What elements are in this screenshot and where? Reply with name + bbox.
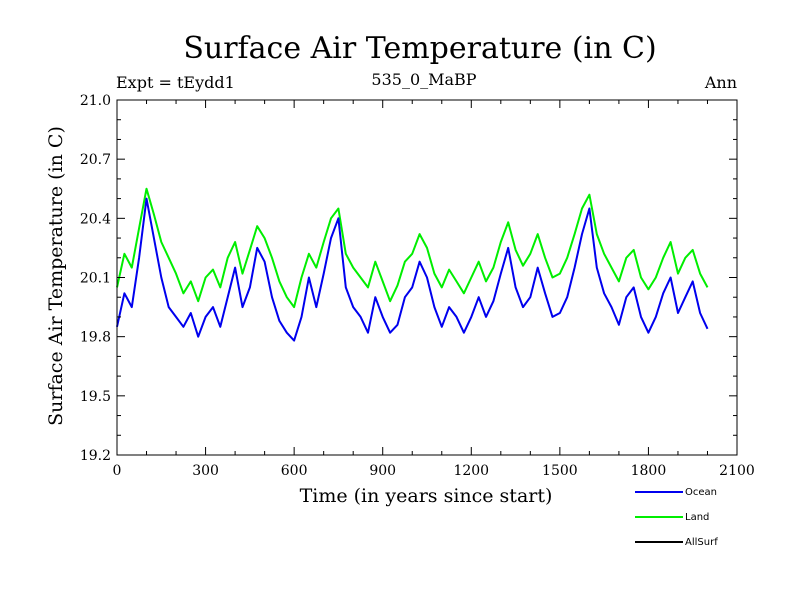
- experiment-label: Expt = tEydd1: [116, 73, 235, 92]
- y-tick-label: 19.8: [80, 330, 111, 346]
- x-tick-label: 1800: [631, 463, 667, 479]
- y-tick-label: 19.2: [80, 448, 111, 464]
- y-tick-label: 19.5: [80, 389, 111, 405]
- chart-title: Surface Air Temperature (in C): [183, 31, 656, 66]
- x-tick-label: 0: [113, 463, 122, 479]
- legend-label-land: Land: [685, 512, 709, 523]
- x-tick-label: 300: [192, 463, 219, 479]
- x-axis-label: Time (in years since start): [300, 485, 553, 507]
- x-tick-label: 1500: [542, 463, 578, 479]
- legend-label-allsurf: AllSurf: [685, 537, 718, 548]
- y-tick-label: 20.1: [80, 271, 111, 287]
- period-label: 535_0_MaBP: [371, 70, 476, 89]
- y-axis-label: Surface Air Temperature (in C): [45, 126, 67, 426]
- y-tick-label: 20.7: [80, 152, 111, 168]
- axes: 0 300 600 900 1200 1500 1800 2100 19.2 19.5 19.8 20…: [80, 93, 755, 479]
- x-tick-label: 1200: [453, 463, 489, 479]
- x-tick-label: 900: [369, 463, 396, 479]
- legend: Ocean Land AllSurf: [635, 487, 718, 548]
- legend-label-ocean: Ocean: [685, 487, 717, 498]
- series-line-land: [116, 187, 709, 309]
- y-tick-label: 20.4: [80, 211, 111, 227]
- y-tick-label: 21.0: [80, 93, 111, 109]
- data-lines: [116, 187, 709, 342]
- season-label: Ann: [704, 73, 737, 92]
- x-tick-label: 2100: [719, 463, 755, 479]
- series-line-ocean: [116, 197, 709, 342]
- x-tick-label: 600: [281, 463, 308, 479]
